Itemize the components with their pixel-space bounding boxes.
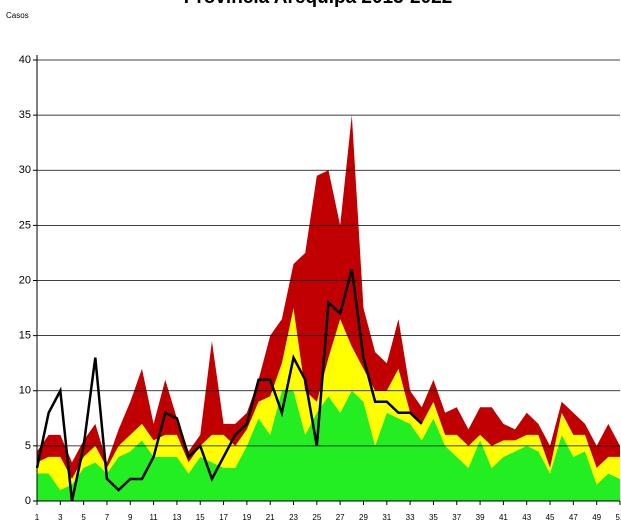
x-tick-label: 41 bbox=[499, 513, 508, 521]
x-tick-label: 33 bbox=[406, 513, 415, 521]
y-tick-label: 10 bbox=[19, 385, 31, 397]
x-tick-label: 43 bbox=[522, 513, 531, 521]
y-tick-label: 30 bbox=[19, 164, 31, 176]
x-tick-label: 25 bbox=[312, 513, 321, 521]
y-tick-label: 40 bbox=[19, 54, 31, 66]
x-tick-label: 5 bbox=[81, 513, 86, 521]
line bbox=[35, 269, 423, 502]
area bbox=[37, 115, 620, 479]
y-tick-label: 20 bbox=[19, 274, 31, 286]
x-tick-label: 11 bbox=[149, 513, 158, 521]
y-tick-label: 5 bbox=[25, 440, 31, 452]
x-tick-label: 13 bbox=[172, 513, 181, 521]
y-tick-label: 15 bbox=[19, 330, 31, 342]
x-tick-label: 7 bbox=[105, 513, 110, 521]
x-tick-label: 1 bbox=[35, 513, 40, 521]
y-tick-label: 0 bbox=[25, 495, 31, 507]
x-tick-label: 15 bbox=[196, 513, 205, 521]
x-tick-label: 51 bbox=[616, 513, 621, 521]
x-tick-label: 45 bbox=[546, 513, 555, 521]
y-tick-label: 35 bbox=[19, 109, 31, 121]
area bbox=[37, 308, 620, 490]
chart-title: Provincia Arequipa 2013-2022 bbox=[184, 0, 453, 8]
y-tick-label: 25 bbox=[19, 219, 31, 231]
x-tick-label: 31 bbox=[382, 513, 391, 521]
x-tick-label: 27 bbox=[336, 513, 345, 521]
x-tick-label: 17 bbox=[219, 513, 228, 521]
y-axis-label: Casos bbox=[6, 11, 29, 20]
x-tick-label: 37 bbox=[452, 513, 461, 521]
x-tick-label: 19 bbox=[242, 513, 251, 521]
x-tick-label: 21 bbox=[266, 513, 275, 521]
x-tick-label: 29 bbox=[359, 513, 368, 521]
x-tick-label: 49 bbox=[592, 513, 601, 521]
x-tick-label: 47 bbox=[569, 513, 578, 521]
x-tick-label: 35 bbox=[429, 513, 438, 521]
x-tick-label: 39 bbox=[476, 513, 485, 521]
x-tick-label: 3 bbox=[58, 513, 63, 521]
x-tick-label: 23 bbox=[289, 513, 298, 521]
x-tick-label: 9 bbox=[128, 513, 133, 521]
